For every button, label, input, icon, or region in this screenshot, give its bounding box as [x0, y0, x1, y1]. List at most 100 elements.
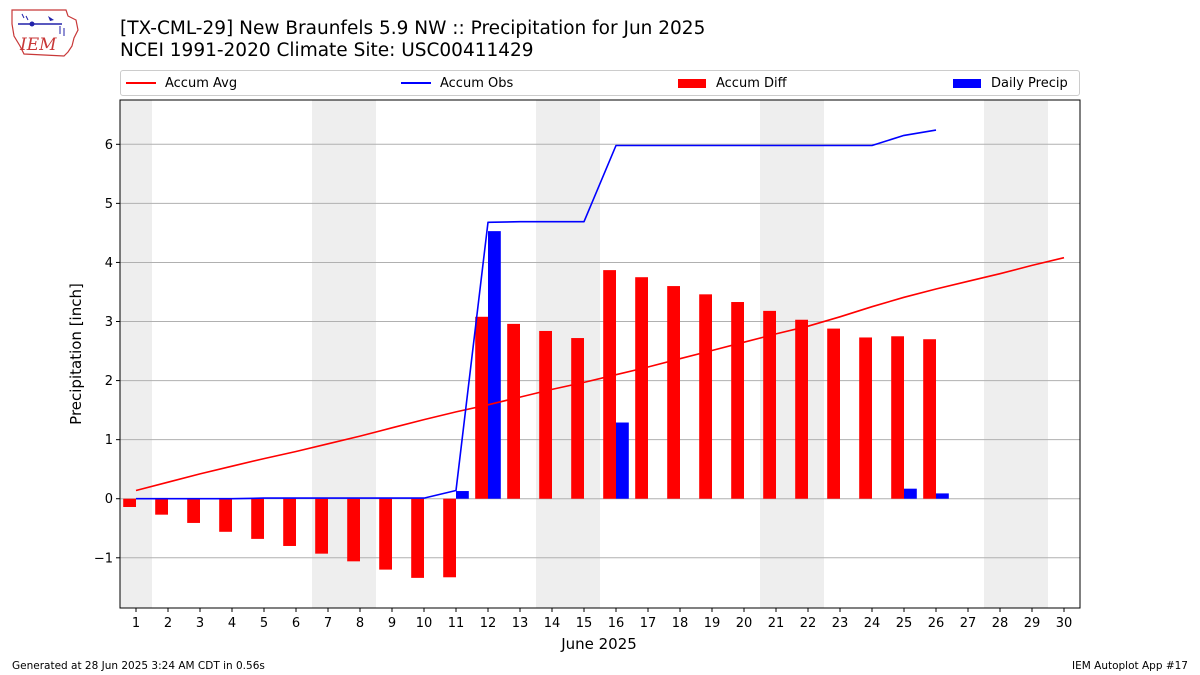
bar-accum-diff	[507, 323, 520, 499]
bar-accum-diff	[443, 498, 456, 578]
weekend-shading-group	[120, 100, 1048, 608]
y-tick-label: 0	[105, 492, 113, 507]
bars-group	[123, 231, 949, 578]
x-tick-label: 4	[228, 616, 236, 631]
y-tick-label: 4	[105, 256, 113, 271]
bar-accum-diff	[859, 337, 872, 499]
y-tick-label: 6	[105, 138, 113, 153]
bar-daily-precip	[616, 422, 629, 499]
x-axis-label: June 2025	[560, 635, 637, 653]
y-tick-label: 2	[105, 374, 113, 389]
legend-label-daily-precip: Daily Precip	[991, 75, 1068, 91]
legend-label-accum-diff: Accum Diff	[716, 75, 787, 91]
legend-label-accum-avg: Accum Avg	[165, 75, 238, 91]
line-accum-avg	[135, 256, 1065, 492]
x-tick-label: 16	[608, 616, 625, 631]
legend: Accum Avg Accum Obs Accum Diff Daily Pre…	[120, 70, 1080, 96]
bar-accum-diff	[315, 498, 328, 554]
bar-daily-precip	[456, 491, 469, 499]
x-tick-label: 5	[260, 616, 268, 631]
bar-accum-diff	[347, 498, 360, 562]
bar-accum-diff	[155, 498, 168, 515]
y-tick-label: −1	[94, 551, 113, 566]
bar-accum-diff	[667, 286, 680, 499]
bar-accum-diff	[475, 316, 488, 499]
logo-text: IEM	[19, 35, 57, 55]
bar-accum-diff	[891, 336, 904, 499]
x-tick-label: 9	[388, 616, 396, 631]
footer-app: IEM Autoplot App #17	[1072, 660, 1188, 672]
plot-frame	[119, 99, 1081, 609]
legend-item-daily-precip: Daily Precip	[953, 71, 1068, 95]
y-tick-label: 5	[105, 197, 113, 212]
bar-accum-diff	[603, 270, 616, 499]
x-tick-label: 13	[512, 616, 529, 631]
x-tick-label: 17	[640, 616, 657, 631]
x-tick-label: 2	[164, 616, 172, 631]
bar-daily-precip	[904, 488, 917, 499]
x-tick-label: 22	[800, 616, 817, 631]
bar-accum-diff	[763, 310, 776, 499]
x-tick-label: 27	[960, 616, 977, 631]
x-tick-label: 8	[356, 616, 364, 631]
bar-accum-diff	[219, 498, 232, 532]
bar-accum-diff	[571, 338, 584, 499]
bar-accum-diff	[539, 330, 552, 499]
legend-item-accum-obs: Accum Obs	[401, 71, 513, 95]
footer-generated: Generated at 28 Jun 2025 3:24 AM CDT in …	[12, 660, 265, 672]
x-tick-label: 21	[768, 616, 785, 631]
bar-accum-diff	[251, 498, 264, 539]
bar-accum-diff	[187, 498, 200, 523]
lines-group	[135, 129, 1065, 500]
bar-daily-precip	[936, 493, 949, 499]
y-tick-label: 1	[105, 433, 113, 448]
legend-item-accum-avg: Accum Avg	[126, 71, 237, 95]
bar-accum-diff	[731, 302, 744, 499]
x-tick-label: 10	[416, 616, 433, 631]
weekend-shade-4	[984, 100, 1048, 608]
x-tick-label: 20	[736, 616, 753, 631]
iem-logo: IEM	[11, 9, 79, 57]
x-tick-label: 15	[576, 616, 593, 631]
x-tick-label: 25	[896, 616, 913, 631]
x-tick-label: 23	[832, 616, 849, 631]
y-axis-label: Precipitation [inch]	[67, 283, 85, 425]
x-tick-label: 18	[672, 616, 689, 631]
weekend-shade-0	[120, 100, 152, 608]
legend-swatch-accum-diff	[678, 78, 706, 88]
x-tick-label: 11	[448, 616, 465, 631]
x-tick-label: 29	[1024, 616, 1041, 631]
x-tick-label: 14	[544, 616, 561, 631]
bar-accum-diff	[379, 498, 392, 570]
bar-accum-diff	[827, 328, 840, 499]
bar-accum-diff	[283, 498, 296, 546]
x-tick-label: 1	[132, 616, 140, 631]
legend-label-accum-obs: Accum Obs	[440, 75, 514, 91]
bar-accum-diff	[635, 277, 648, 499]
bar-daily-precip	[488, 231, 501, 499]
bar-accum-diff	[123, 498, 136, 507]
legend-swatch-accum-avg	[126, 82, 156, 84]
x-tick-label: 24	[864, 616, 881, 631]
x-tick-label: 19	[704, 616, 721, 631]
line-accum-obs	[136, 129, 937, 500]
x-tick-label: 12	[480, 616, 497, 631]
x-tick-label: 26	[928, 616, 945, 631]
chart-title: [TX-CML-29] New Braunfels 5.9 NW :: Prec…	[120, 18, 706, 39]
bar-accum-diff	[699, 294, 712, 499]
x-tick-label: 7	[324, 616, 332, 631]
legend-swatch-daily-precip	[953, 78, 981, 88]
x-tick-label: 30	[1056, 616, 1073, 631]
bar-accum-diff	[411, 498, 424, 578]
y-tick-label: 3	[105, 315, 113, 330]
bar-accum-diff	[923, 339, 936, 499]
x-tick-label: 28	[992, 616, 1009, 631]
gridlines-group	[120, 143, 1080, 559]
legend-item-accum-diff: Accum Diff	[678, 71, 787, 95]
x-tick-label: 3	[196, 616, 204, 631]
chart-subtitle: NCEI 1991-2020 Climate Site: USC00411429	[120, 40, 534, 61]
bar-accum-diff	[795, 319, 808, 499]
legend-swatch-accum-obs	[401, 82, 431, 84]
